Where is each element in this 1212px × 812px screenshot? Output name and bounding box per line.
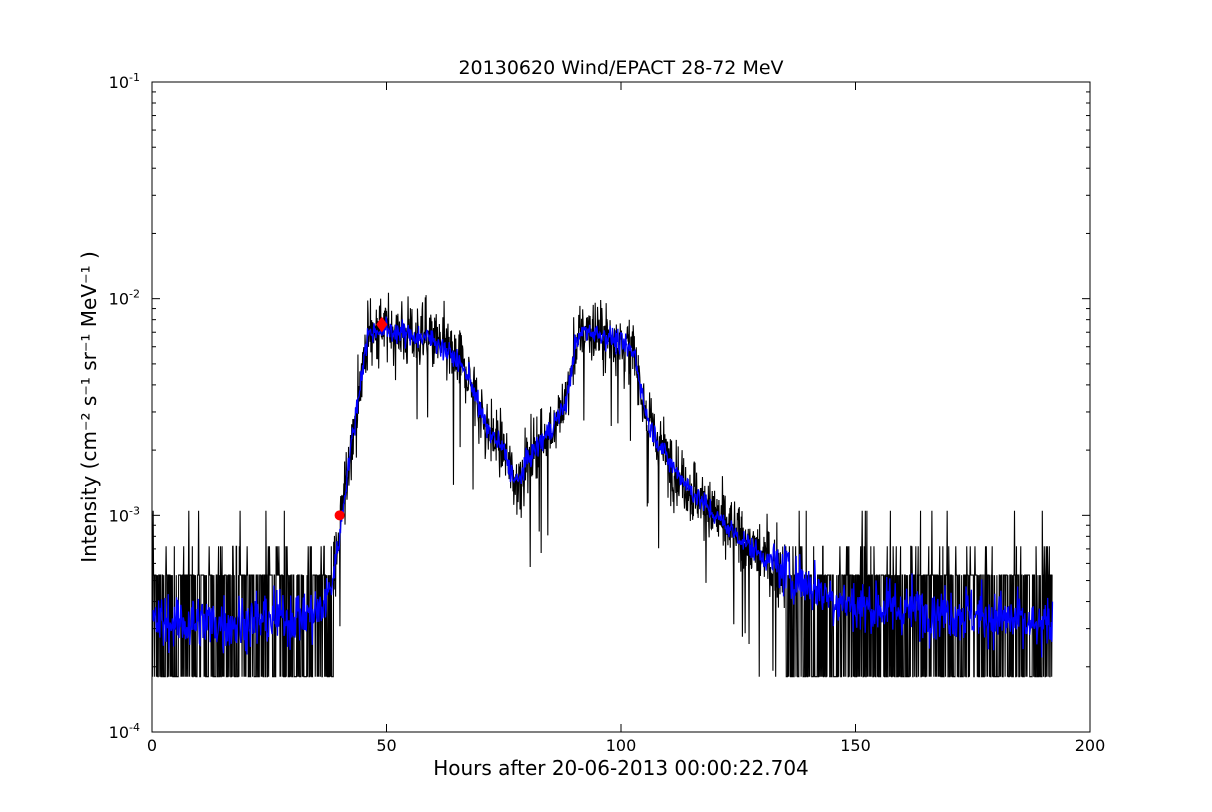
y-tick-label: 10-1 <box>109 71 140 92</box>
marker-point-1 <box>334 510 345 521</box>
marker-layer <box>334 316 388 521</box>
y-tick-label: 10-2 <box>109 288 140 309</box>
marker-point-2 <box>376 316 388 333</box>
x-tick-label: 200 <box>1075 736 1106 755</box>
y-axis: 10-4 10-3 10-2 10-1 <box>109 71 1090 742</box>
x-tick-label: 150 <box>840 736 871 755</box>
x-axis-label: Hours after 20-06-2013 00:00:22.704 <box>433 756 809 780</box>
x-tick-label: 0 <box>147 736 157 755</box>
y-tick-label: 10-3 <box>109 504 140 525</box>
x-tick-label: 100 <box>606 736 637 755</box>
chart-title: 20130620 Wind/EPACT 28-72 MeV <box>458 57 783 79</box>
plot-area <box>152 292 1054 678</box>
x-tick-label: 50 <box>376 736 396 755</box>
x-axis: 0 50 100 150 200 <box>147 82 1105 755</box>
y-axis-label: Intensity (cm⁻² s⁻¹ sr⁻¹ MeV⁻¹ ) <box>77 251 101 563</box>
series-layer <box>152 292 1054 678</box>
series-line-smoothed <box>152 316 1054 658</box>
y-tick-label: 10-4 <box>109 721 140 742</box>
